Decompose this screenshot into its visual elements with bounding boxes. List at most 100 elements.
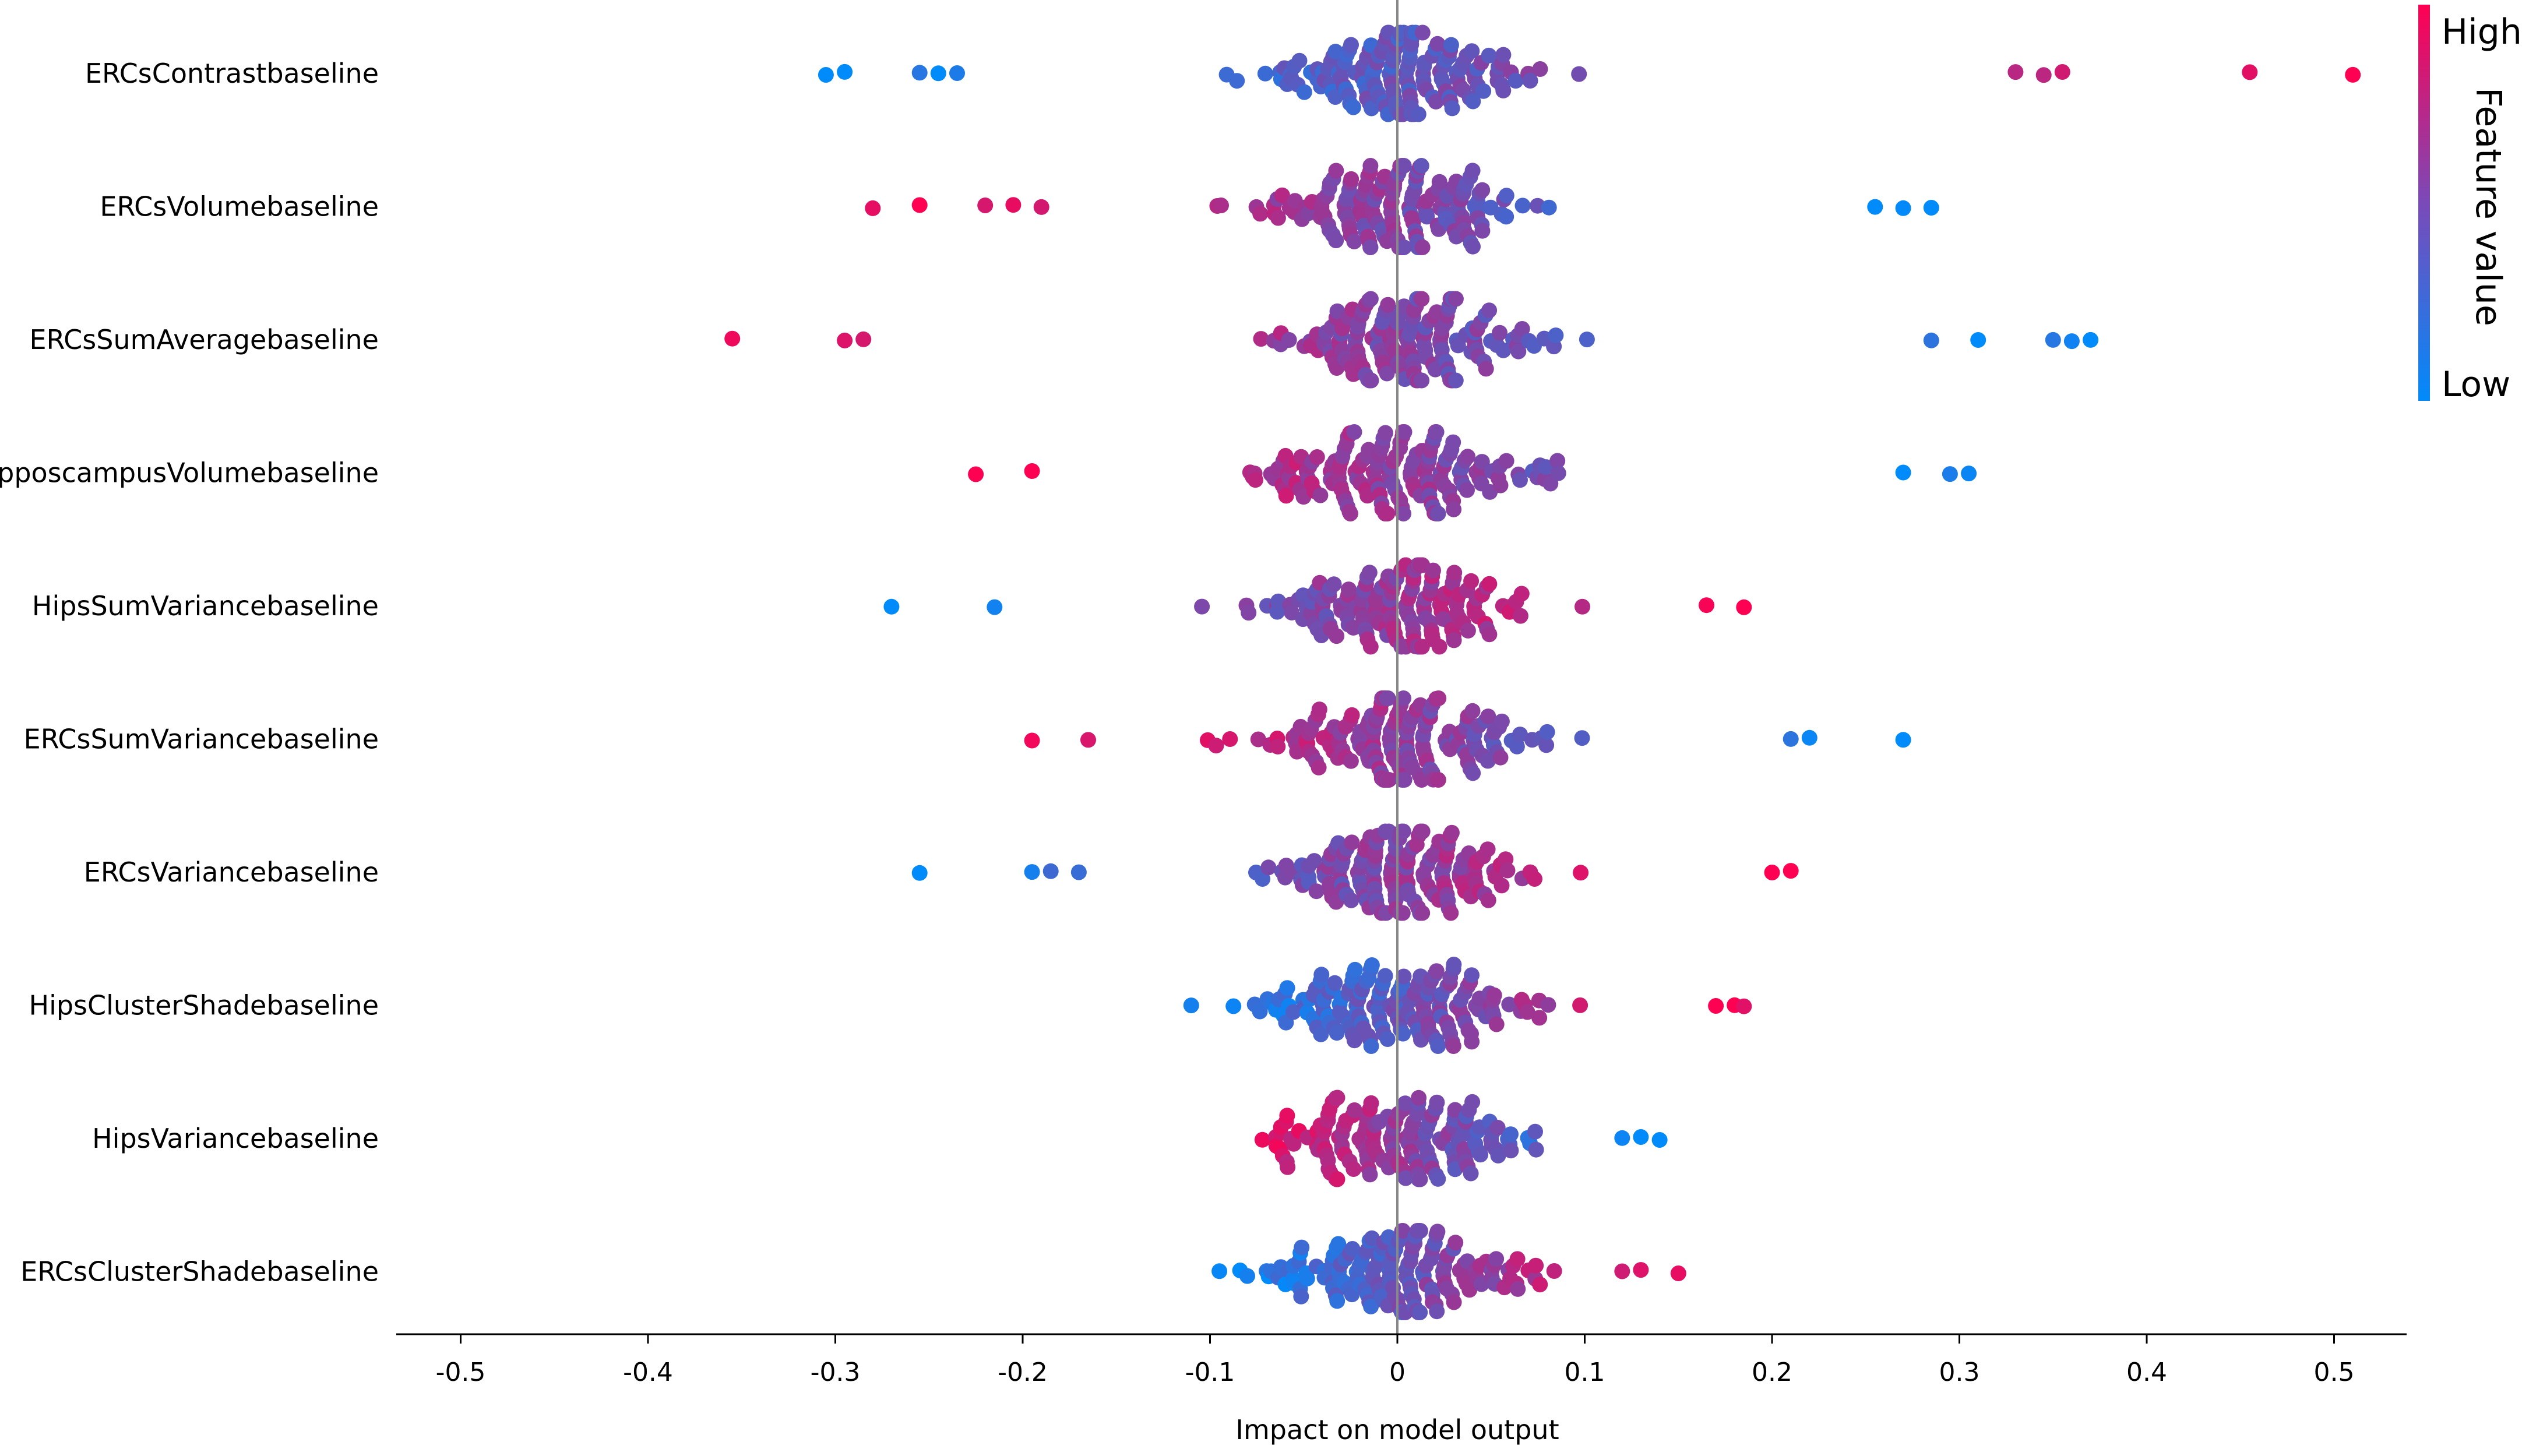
feature-value-colorbar: High Low Feature value xyxy=(2418,5,2522,405)
shap-point xyxy=(1213,198,1229,213)
shap-point xyxy=(1430,1038,1446,1054)
shap-point xyxy=(1464,1094,1481,1110)
shap-point xyxy=(930,65,946,82)
shap-point xyxy=(1254,1131,1270,1148)
shap-point xyxy=(2063,333,2080,350)
shap-point xyxy=(1614,1263,1630,1279)
shap-point xyxy=(1480,841,1496,858)
shap-point xyxy=(1024,463,1040,479)
shap-point xyxy=(1311,701,1327,718)
shap-point xyxy=(1280,1159,1296,1175)
shap-point xyxy=(1503,1126,1519,1143)
shap-point xyxy=(1461,1282,1478,1298)
shap-point xyxy=(1395,1025,1411,1042)
feature-label: ERCsVolumebaseline xyxy=(100,191,379,223)
x-axis-ticks: -0.5 -0.4 -0.3 -0.2 -0.1 0 0.1 0.2 0.3 0.4 0.5 xyxy=(436,1334,2355,1387)
shap-point xyxy=(1429,1303,1445,1320)
shap-point xyxy=(1291,52,1308,69)
shap-point xyxy=(1326,576,1342,593)
shap-point xyxy=(1474,182,1491,198)
shap-point xyxy=(2045,332,2061,348)
shap-point xyxy=(1347,961,1363,978)
shap-point xyxy=(1362,158,1379,174)
shap-point xyxy=(1395,823,1411,840)
shap-point xyxy=(1313,967,1330,983)
shap-point xyxy=(1344,834,1360,851)
shap-point xyxy=(1540,997,1556,1013)
shap-point xyxy=(1281,332,1297,348)
shap-point xyxy=(1473,1147,1489,1163)
shap-point xyxy=(1446,565,1463,581)
shap-point xyxy=(1519,1004,1535,1020)
shap-point xyxy=(837,332,853,348)
shap-point xyxy=(1445,1038,1461,1054)
shap-point xyxy=(1651,1132,1668,1148)
shap-point xyxy=(1211,1263,1228,1279)
shap-point xyxy=(1801,729,1817,746)
shap-point xyxy=(1005,197,1022,213)
shap-point xyxy=(1460,449,1476,465)
shap-point xyxy=(1329,1293,1345,1309)
shap-point xyxy=(1447,291,1464,307)
shap-point xyxy=(1378,425,1393,441)
shap-point xyxy=(1329,1090,1345,1106)
x-tick-label: 0.5 xyxy=(2314,1358,2355,1387)
shap-point xyxy=(1510,1281,1526,1297)
shap-point xyxy=(1414,372,1430,389)
shap-point xyxy=(1380,690,1396,706)
shap-point xyxy=(1379,506,1396,521)
shap-point xyxy=(1522,73,1538,89)
shap-point xyxy=(1222,731,1238,747)
shap-point xyxy=(1494,713,1510,729)
shap-point xyxy=(1572,997,1588,1013)
shap-point xyxy=(1867,199,1883,215)
shap-point xyxy=(1465,765,1481,781)
feature-label: ERCsContrastbaseline xyxy=(85,58,379,89)
shap-point xyxy=(1736,998,1752,1014)
shap-point xyxy=(1488,1251,1505,1267)
shap-point xyxy=(1481,47,1497,64)
shap-point xyxy=(1549,453,1566,469)
shap-point xyxy=(1379,1031,1396,1047)
shap-point xyxy=(1614,1130,1630,1146)
shap-point xyxy=(1362,291,1379,307)
feature-labels: ERCsContrastbaseline ERCsVolumebaseline ER… xyxy=(0,58,379,1288)
shap-point xyxy=(1428,93,1444,110)
shap-point xyxy=(977,198,994,213)
shap-point xyxy=(1481,626,1498,643)
shap-point xyxy=(1499,862,1516,879)
shap-point xyxy=(1474,223,1491,239)
shap-point xyxy=(1380,297,1396,313)
feature-label: ERCsClusterShadebaseline xyxy=(20,1256,379,1288)
shap-point xyxy=(883,598,900,615)
shap-point xyxy=(1346,424,1362,440)
shap-point xyxy=(1419,209,1435,225)
shap-point xyxy=(1495,82,1512,98)
shap-point xyxy=(1501,996,1517,1013)
shap-point xyxy=(1397,1170,1414,1186)
shap-point xyxy=(1278,488,1294,504)
shap-point xyxy=(2345,66,2361,83)
shap-point xyxy=(1396,424,1413,440)
shap-point xyxy=(1430,772,1446,788)
shap-point xyxy=(1490,1147,1506,1164)
shap-point xyxy=(1327,975,1343,991)
shap-point xyxy=(1512,727,1528,743)
shap-point xyxy=(1345,1161,1362,1177)
shap-point xyxy=(1573,865,1589,881)
shap-point xyxy=(1299,1270,1315,1286)
shap-point xyxy=(1575,598,1590,615)
shap-point xyxy=(1514,198,1531,214)
shap-point xyxy=(1364,957,1380,973)
shap-point xyxy=(1414,239,1431,255)
shap-point xyxy=(1429,1224,1446,1240)
shap-point xyxy=(2007,64,2024,80)
shap-point xyxy=(1783,731,1799,747)
shap-point xyxy=(968,466,984,482)
shap-point xyxy=(1783,863,1799,879)
shap-point xyxy=(1296,84,1312,100)
shap-point xyxy=(1412,1223,1428,1239)
shap-point xyxy=(1481,302,1498,319)
shap-point xyxy=(1309,449,1325,465)
shap-point xyxy=(1970,332,1986,348)
